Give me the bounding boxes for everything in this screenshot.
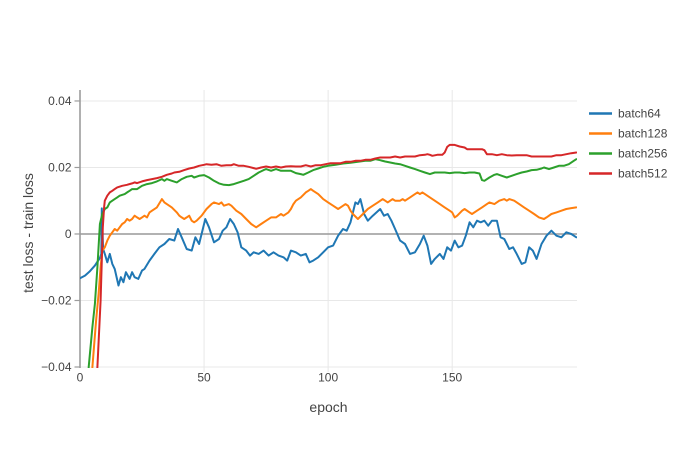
legend-label-batch256[interactable]: batch256 — [618, 147, 668, 161]
y-tick-label: −0.02 — [41, 294, 72, 308]
x-tick-label: 0 — [77, 371, 84, 385]
x-tick-label: 150 — [442, 371, 462, 385]
legend-item-batch256[interactable]: batch256 — [589, 147, 668, 161]
x-tick-label: 100 — [318, 371, 338, 385]
series-lines — [80, 143, 577, 368]
series-line-batch512 — [96, 143, 577, 368]
y-axis-tick-labels: 0.04 0.02 0 −0.02 −0.04 — [41, 94, 72, 374]
y-tick-label: 0 — [65, 227, 72, 241]
series-line-batch128 — [91, 188, 577, 368]
x-axis-title: epoch — [309, 399, 347, 415]
series-line-batch64 — [80, 198, 577, 287]
legend-label-batch128[interactable]: batch128 — [618, 127, 668, 141]
legend-item-batch512[interactable]: batch512 — [589, 167, 668, 181]
legend-label-batch512[interactable]: batch512 — [618, 167, 668, 181]
gridlines — [74, 90, 577, 372]
y-tick-label: −0.04 — [41, 360, 72, 374]
legend-item-batch64[interactable]: batch64 — [589, 107, 661, 121]
y-tick-label: 0.02 — [48, 161, 72, 175]
y-tick-label: 0.04 — [48, 94, 72, 108]
y-axis-title: test loss - train loss — [20, 173, 36, 293]
legend: batch64 batch128 batch256 batch512 — [589, 107, 668, 181]
legend-item-batch128[interactable]: batch128 — [589, 127, 668, 141]
x-tick-label: 50 — [197, 371, 211, 385]
legend-label-batch64[interactable]: batch64 — [618, 107, 661, 121]
x-axis-tick-labels: 0 50 100 150 — [77, 371, 463, 385]
series-line-batch256 — [87, 158, 577, 368]
